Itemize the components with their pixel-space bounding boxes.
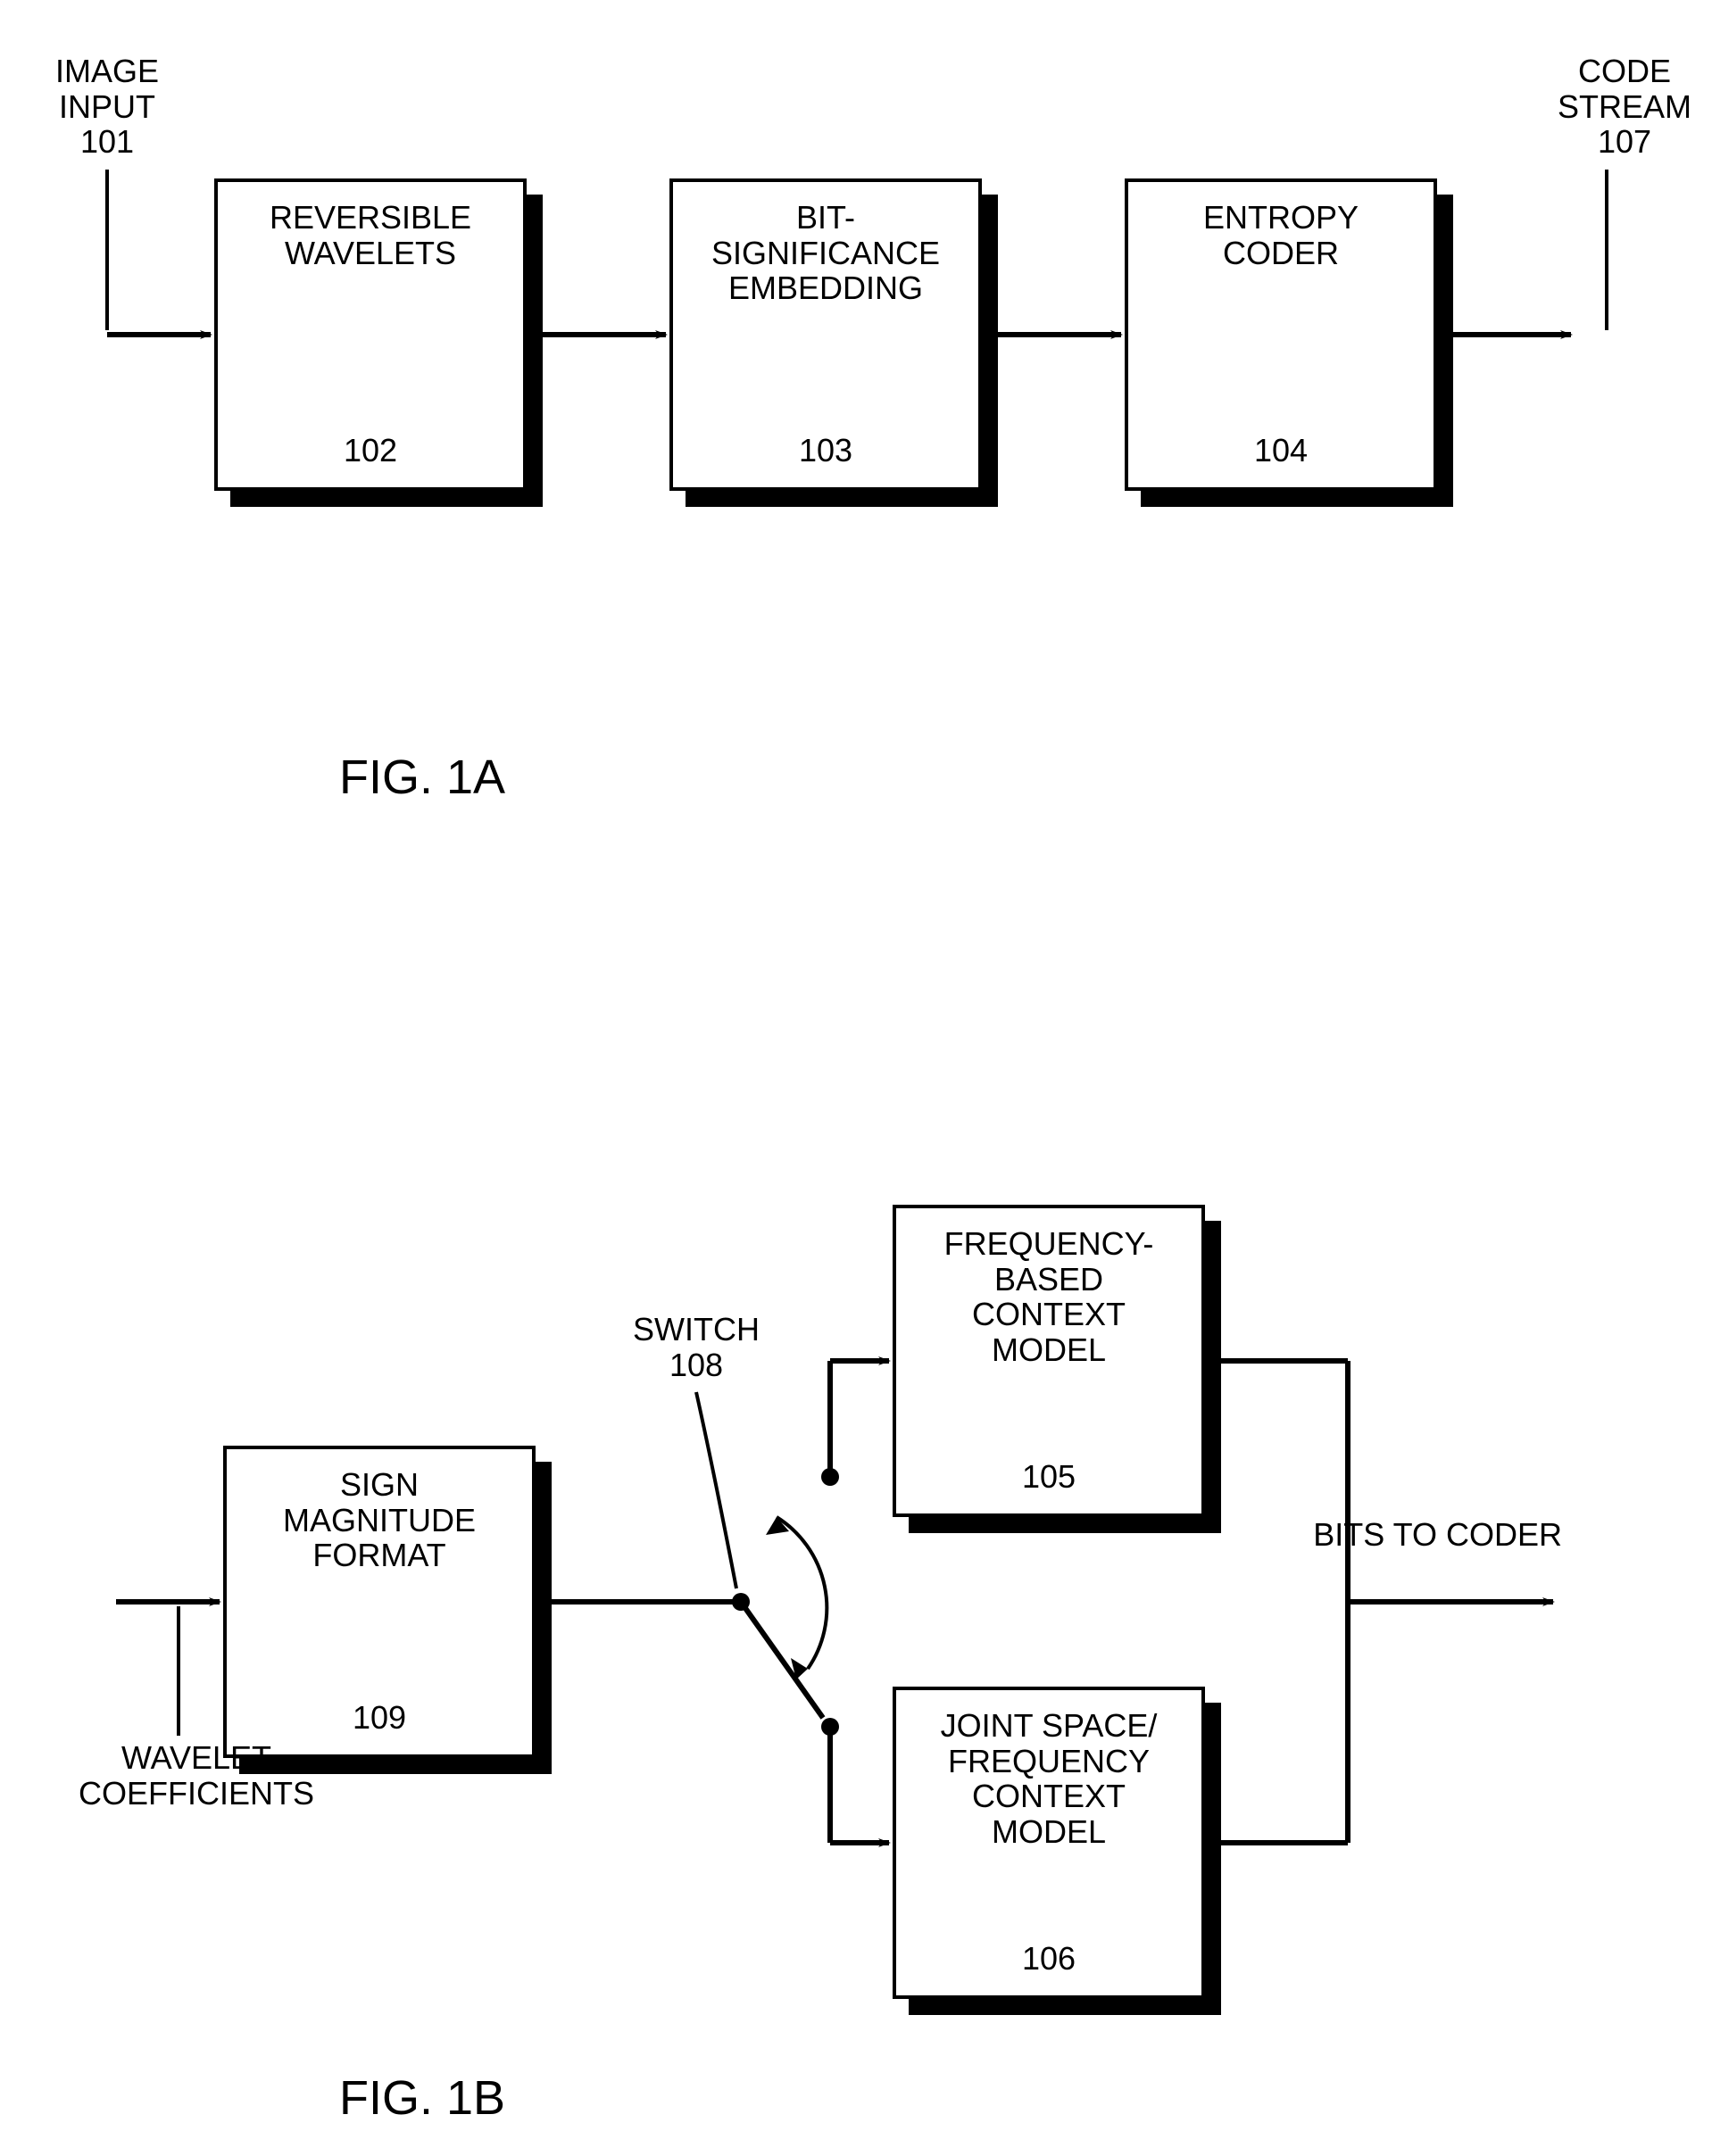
lbl: 101: [80, 123, 134, 160]
lbl: INPUT: [59, 88, 155, 125]
fig-1a-label: FIG. 1A: [339, 750, 505, 805]
lbl: CODE: [1578, 53, 1671, 89]
box-reversible-wavelets: REVERSIBLEWAVELETS 102: [214, 178, 527, 491]
code-stream-label: CODE STREAM 107: [1535, 54, 1712, 160]
box-title: SIGNMAGNITUDEFORMAT: [236, 1467, 523, 1573]
lbl: SWITCH: [633, 1311, 760, 1348]
switch-label: SWITCH 108: [607, 1312, 785, 1382]
box-bit-significance: BIT-SIGNIFICANCEEMBEDDING 103: [669, 178, 982, 491]
box-title: BIT-SIGNIFICANCEEMBEDDING: [682, 200, 969, 306]
image-input-label: IMAGE INPUT 101: [27, 54, 187, 160]
fig-1b-label: FIG. 1B: [339, 2070, 505, 2126]
box-joint-context: JOINT SPACE/FREQUENCYCONTEXTMODEL 106: [893, 1687, 1205, 1999]
box-num: 103: [682, 432, 969, 469]
box-title: REVERSIBLEWAVELETS: [227, 200, 514, 270]
box-title: ENTROPYCODER: [1137, 200, 1425, 270]
lbl: WAVELET: [121, 1739, 271, 1776]
lbl: STREAM: [1558, 88, 1691, 125]
box-num: 102: [227, 432, 514, 469]
lbl: IMAGE: [55, 53, 159, 89]
lbl: COEFFICIENTS: [79, 1775, 314, 1812]
box-entropy-coder: ENTROPYCODER 104: [1125, 178, 1437, 491]
lbl: 108: [669, 1347, 723, 1383]
box-title: JOINT SPACE/FREQUENCYCONTEXTMODEL: [905, 1708, 1193, 1849]
box-num: 104: [1137, 432, 1425, 469]
box-title: FREQUENCY-BASEDCONTEXTMODEL: [905, 1226, 1193, 1367]
box-sign-magnitude: SIGNMAGNITUDEFORMAT 109: [223, 1446, 536, 1758]
box-freq-context: FREQUENCY-BASEDCONTEXTMODEL 105: [893, 1205, 1205, 1517]
box-num: 105: [905, 1458, 1193, 1496]
box-num: 106: [905, 1940, 1193, 1978]
wavelet-coeffs-label: WAVELET COEFFICIENTS: [45, 1740, 348, 1811]
bits-to-coder-label: BITS TO CODER: [1276, 1517, 1562, 1553]
lbl: 107: [1598, 123, 1651, 160]
box-num: 109: [236, 1699, 523, 1737]
